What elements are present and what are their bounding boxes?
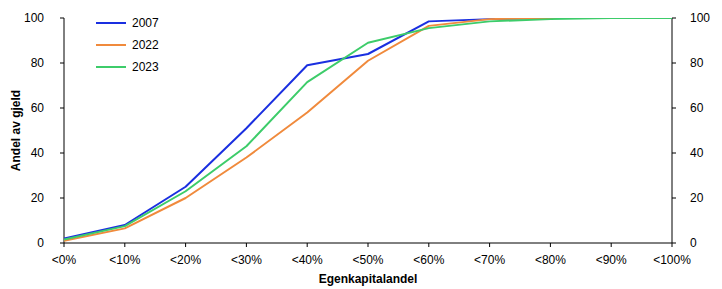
legend-swatch	[96, 22, 126, 24]
y2-tick-label: 100	[690, 11, 710, 25]
series-line	[64, 18, 672, 241]
legend-label: 2007	[132, 16, 159, 30]
y2-tick	[672, 108, 676, 109]
x-tick	[550, 243, 551, 247]
x-tick-label: <40%	[292, 253, 323, 267]
y2-axis-line	[672, 18, 673, 243]
y-tick-label: 0	[37, 236, 44, 250]
page: {"chart_data": {"type": "line", "x_label…	[0, 0, 722, 289]
x-tick-label: <0%	[52, 253, 77, 267]
y2-tick	[672, 63, 676, 64]
y2-tick-label: 80	[690, 56, 704, 70]
x-tick	[368, 243, 369, 247]
x-tick-label: <80%	[535, 253, 566, 267]
x-axis-title: Egenkapitalandel	[319, 272, 418, 286]
x-tick	[307, 243, 308, 247]
legend: 2007 2022 2023	[96, 16, 159, 74]
x-tick	[428, 243, 429, 247]
x-tick	[64, 243, 65, 247]
y-tick	[60, 243, 64, 244]
y-tick-label: 40	[31, 146, 45, 160]
y-tick	[60, 63, 64, 64]
x-tick-label: <50%	[352, 253, 383, 267]
x-tick	[124, 243, 125, 247]
y2-tick	[672, 18, 676, 19]
x-tick-label: <90%	[596, 253, 627, 267]
x-tick	[185, 243, 186, 247]
y2-tick	[672, 243, 676, 244]
x-tick	[611, 243, 612, 247]
x-tick	[246, 243, 247, 247]
y-axis-title: Andel av gjeld	[9, 90, 23, 171]
y-tick-label: 20	[31, 191, 45, 205]
x-tick-label: <100%	[653, 253, 691, 267]
x-tick-label: <10%	[109, 253, 140, 267]
y-tick-label: 60	[31, 101, 45, 115]
plot-area	[64, 18, 672, 241]
y2-tick	[672, 198, 676, 199]
y-tick-label: 80	[31, 56, 45, 70]
x-tick	[489, 243, 490, 247]
y-tick	[60, 198, 64, 199]
y-tick-label: 100	[24, 11, 44, 25]
y-tick	[60, 18, 64, 19]
y-tick	[60, 153, 64, 154]
y-axis-line	[64, 18, 65, 243]
y2-tick-label: 20	[690, 191, 704, 205]
x-tick-label: <70%	[474, 253, 505, 267]
series-line	[64, 18, 672, 239]
series-line	[64, 18, 672, 240]
x-tick	[672, 243, 673, 247]
legend-swatch	[96, 44, 126, 46]
x-tick-label: <20%	[170, 253, 201, 267]
legend-swatch	[96, 66, 126, 68]
y2-tick	[672, 153, 676, 154]
chart: 0 20 40 60 80 100 0 20 40 60 80 100 <0% <10% <20% <30% <…	[0, 0, 722, 289]
y-tick	[60, 108, 64, 109]
legend-label: 2023	[132, 60, 159, 74]
x-tick-label: <30%	[231, 253, 262, 267]
y2-tick-label: 40	[690, 146, 704, 160]
legend-label: 2022	[132, 38, 159, 52]
x-tick-label: <60%	[413, 253, 444, 267]
y2-tick-label: 60	[690, 101, 704, 115]
y2-tick-label: 0	[690, 236, 697, 250]
